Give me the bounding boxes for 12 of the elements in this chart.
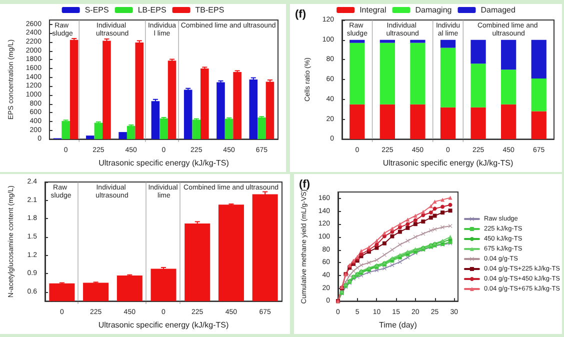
legend-label: Damaged: [480, 6, 516, 14]
legend-label: LB-EPS: [138, 6, 166, 14]
legend-label: S-EPS: [84, 6, 109, 14]
x-axis-title: Ultrasonic specific energy (kJ/kg-TS): [98, 158, 230, 168]
legend-label: TB-EPS: [195, 6, 224, 14]
x-axis-title: Time (day): [379, 320, 418, 330]
legend-label: Damaging: [415, 6, 452, 14]
chart-title: (f): [299, 178, 310, 190]
x-axis-title: Ultrasonic specific energy (kJ/kg-TS): [382, 158, 514, 168]
chart-title: (f): [295, 8, 306, 20]
x-axis-title: Ultrasonic specific energy (kJ/kg-TS): [98, 320, 229, 330]
legend-label: Integral: [360, 6, 386, 14]
